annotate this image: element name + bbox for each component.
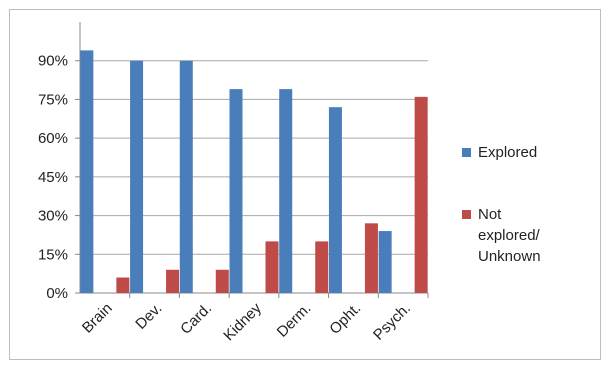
bar-explored	[130, 60, 144, 293]
x-tick-label: Dev.	[132, 300, 165, 333]
x-tick-label: Brain	[79, 300, 116, 337]
bar-explored	[279, 89, 293, 293]
y-tick-label: 15%	[38, 246, 68, 263]
x-tick-label: Card.	[177, 300, 215, 338]
y-tick-label: 30%	[38, 208, 68, 225]
bar-not-explored	[414, 96, 428, 293]
bar-not-explored	[265, 241, 279, 293]
bar-explored	[378, 231, 392, 293]
chart-frame	[9, 9, 601, 360]
bar-explored	[80, 50, 94, 294]
x-tick-label: Derm.	[274, 300, 315, 341]
legend-swatch-not-explored	[462, 210, 471, 219]
y-tick-label: 75%	[38, 91, 68, 108]
bar-explored	[328, 107, 342, 294]
bar-not-explored	[364, 223, 378, 293]
legend-label-explored: Explored	[478, 144, 538, 161]
bar-explored	[179, 60, 193, 293]
bar-not-explored	[166, 269, 180, 293]
bar-not-explored	[315, 241, 329, 293]
y-tick-label: 45%	[38, 169, 68, 186]
bar-not-explored	[116, 277, 130, 293]
y-tick-label: 60%	[38, 130, 68, 147]
bar-not-explored	[215, 269, 229, 293]
x-tick-label: Opht.	[326, 300, 364, 338]
y-tick-label: 0%	[46, 285, 68, 302]
legend-swatch-explored	[462, 148, 471, 157]
x-tick-label: Kidney	[220, 299, 265, 344]
x-tick-label: Psych.	[370, 300, 414, 344]
y-tick-label: 90%	[38, 53, 68, 70]
legend-label-not-explored: Not explored/ Unknown	[478, 206, 541, 265]
bar-explored	[229, 89, 243, 293]
